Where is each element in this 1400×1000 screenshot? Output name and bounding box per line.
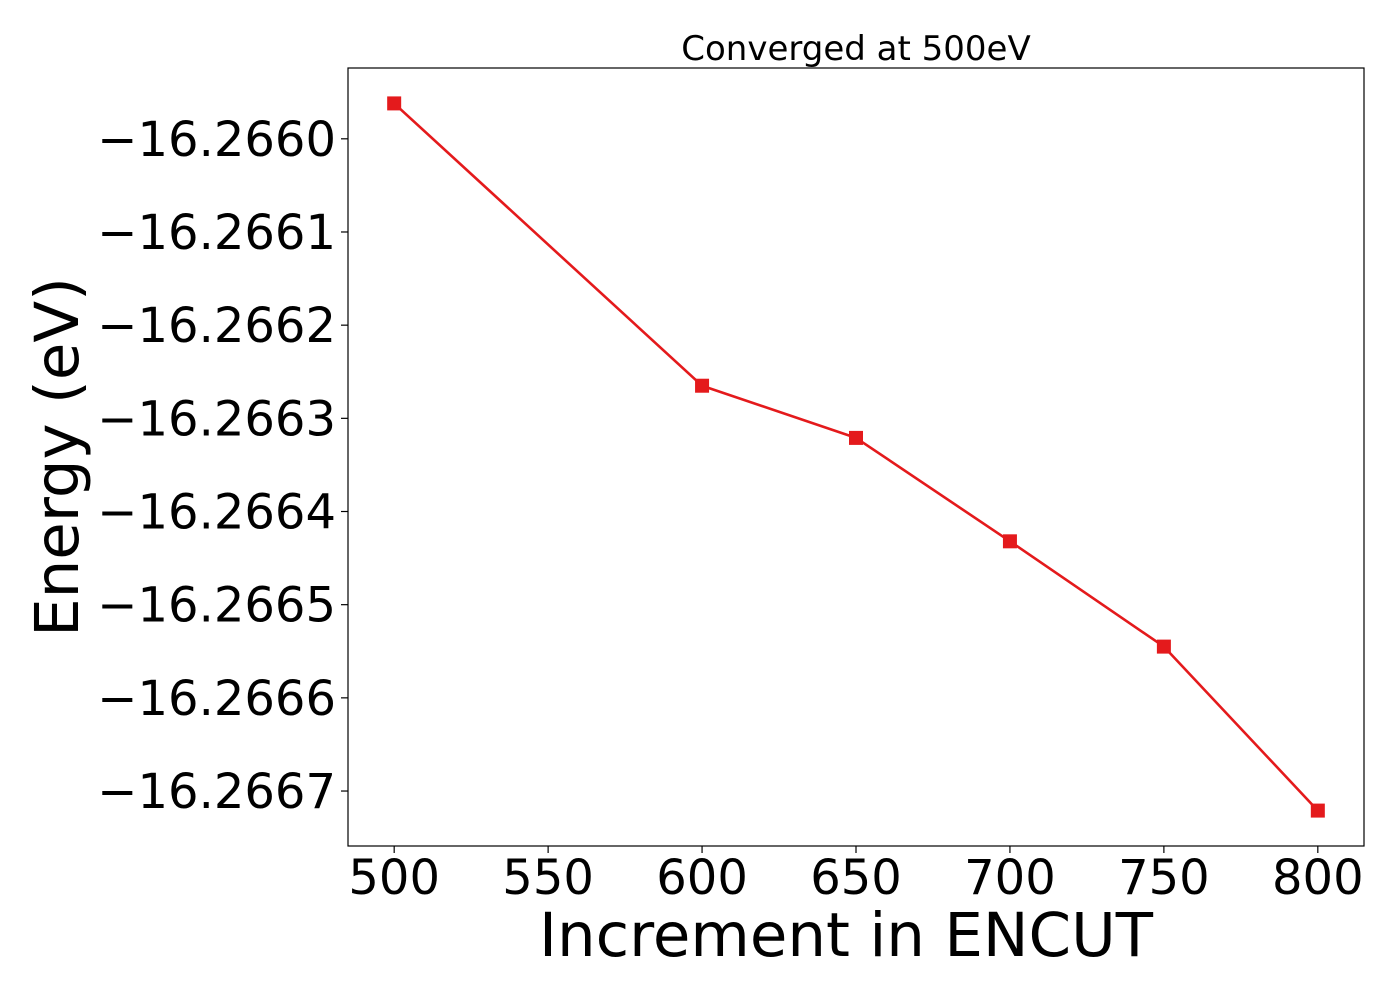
data-point-0-3 (1002, 534, 1017, 549)
y-tick-label-4: −16.2664 (97, 485, 336, 541)
x-tick-label-3: 650 (810, 850, 902, 906)
chart-title: Converged at 500eV (681, 29, 1030, 69)
y-axis-label: Energy (eV) (22, 277, 93, 637)
x-axis-label: Increment in ENCUT (539, 900, 1154, 971)
x-tick-label-6: 800 (1272, 850, 1364, 906)
data-point-0-0 (387, 96, 402, 111)
y-tick-label-0: −16.2660 (97, 112, 336, 168)
y-tick-label-1: −16.2661 (97, 205, 336, 261)
y-tick-label-2: −16.2662 (97, 298, 336, 354)
data-point-0-1 (695, 378, 710, 393)
y-tick-label-3: −16.2663 (97, 391, 336, 447)
y-tick-label-5: −16.2665 (97, 578, 336, 634)
x-tick-label-5: 750 (1118, 850, 1210, 906)
data-point-0-4 (1156, 639, 1171, 654)
x-tick-label-0: 500 (348, 850, 440, 906)
axes: 500 550 600 650 700 750 800 −16.2660 −16.2661 −16… (97, 67, 1365, 906)
x-tick-label-4: 700 (964, 850, 1056, 906)
series-line-0 (393, 102, 1319, 812)
y-tick-label-7: −16.2667 (97, 764, 336, 820)
y-tick-label-6: −16.2666 (97, 671, 336, 727)
x-tick-label-1: 550 (502, 850, 594, 906)
data-point-0-5 (1310, 803, 1325, 818)
data-point-0-2 (849, 430, 863, 445)
x-tick-label-2: 600 (656, 850, 748, 906)
plot-area (387, 96, 1325, 818)
